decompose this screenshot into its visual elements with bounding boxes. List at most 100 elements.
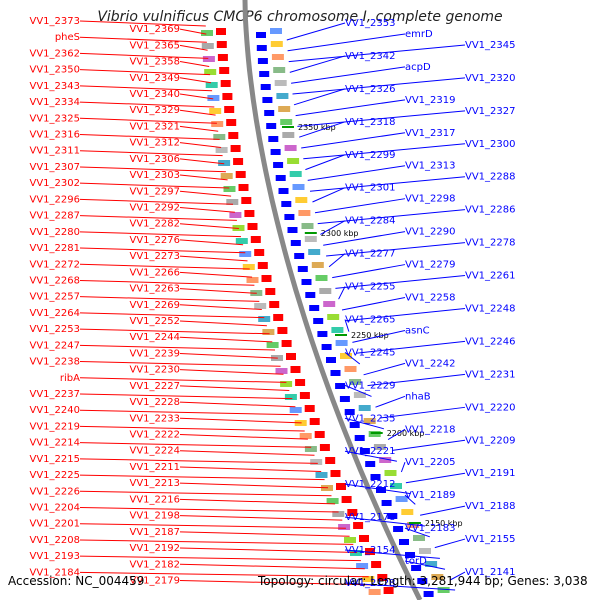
forward-gene-block — [241, 197, 252, 204]
left-connector — [179, 579, 373, 586]
left-gene-label: VV1_2303 — [130, 170, 181, 181]
left-gene-label: VV1_2280 — [30, 227, 81, 238]
forward-gene-block — [277, 327, 288, 334]
left-connector — [79, 36, 207, 43]
feature-block — [239, 251, 252, 257]
left-connector — [79, 328, 270, 335]
left-connector — [179, 352, 278, 359]
left-connector — [79, 166, 226, 173]
left-gene-label: VV1_2273 — [130, 251, 181, 262]
right-gene-label: torD — [405, 556, 427, 567]
left-connector — [179, 434, 308, 440]
reverse-gene-block — [278, 188, 289, 194]
left-connector — [179, 28, 207, 35]
left-connector — [79, 539, 354, 545]
forward-gene-block — [226, 119, 237, 126]
feature-block — [282, 132, 295, 138]
feature-block — [218, 160, 231, 166]
right-gene-label: VV1_2154 — [345, 545, 396, 556]
scale-label: 2200 kbp — [387, 429, 425, 438]
right-gene-label: VV1_2248 — [465, 303, 516, 314]
forward-gene-block — [290, 366, 301, 373]
forward-gene-block — [269, 301, 280, 308]
left-gene-label: VV1_2343 — [30, 81, 81, 92]
reverse-gene-block — [268, 136, 279, 142]
right-connector — [320, 220, 346, 235]
feature-block — [295, 197, 308, 203]
feature-block — [258, 316, 271, 322]
feature-block — [338, 524, 351, 530]
right-gene-label: VV1_2155 — [465, 534, 516, 545]
left-gene-label: VV1_2219 — [30, 421, 81, 432]
left-connector — [79, 377, 287, 383]
left-connector — [79, 474, 325, 481]
feature-block — [358, 405, 371, 411]
right-gene-label: VV1_2141 — [465, 567, 516, 578]
feature-block — [254, 303, 267, 309]
reverse-gene-block — [256, 32, 266, 38]
left-connector — [79, 69, 211, 76]
right-connector — [356, 340, 466, 354]
feature-block — [280, 119, 293, 125]
feature-block — [425, 561, 438, 567]
reverse-gene-block — [354, 435, 365, 441]
forward-gene-block — [247, 223, 258, 230]
left-connector — [79, 425, 305, 432]
feature-block — [349, 379, 362, 385]
forward-gene-block — [230, 145, 241, 152]
right-gene-label: VV1_2327 — [465, 106, 516, 117]
right-connector — [338, 286, 346, 300]
left-gene-label: VV1_2269 — [130, 300, 181, 311]
right-connector — [303, 143, 466, 160]
feature-block — [201, 43, 214, 49]
left-gene-label: VV1_2264 — [30, 308, 81, 319]
right-gene-label: VV1_2205 — [405, 457, 456, 468]
right-connector — [363, 362, 406, 376]
reverse-gene-block — [326, 357, 336, 363]
left-connector — [179, 125, 219, 132]
forward-gene-block — [217, 54, 228, 61]
reverse-gene-block — [275, 175, 286, 181]
forward-gene-block — [336, 483, 346, 490]
feature-block — [287, 158, 300, 164]
reverse-gene-block — [281, 201, 292, 207]
left-connector — [179, 531, 350, 537]
feature-block — [340, 353, 352, 359]
feature-block — [363, 418, 376, 424]
feature-block — [223, 186, 236, 192]
right-gene-label: VV1_2189 — [405, 490, 456, 501]
reverse-gene-block — [330, 370, 341, 376]
left-gene-label: VV1_2362 — [30, 48, 81, 59]
left-connector — [79, 279, 255, 286]
forward-gene-block — [244, 210, 255, 217]
left-gene-label: VV1_2240 — [30, 405, 81, 416]
reverse-gene-block — [270, 149, 281, 155]
scale-label: 2300 kbp — [321, 229, 359, 238]
reverse-gene-block — [301, 279, 312, 285]
forward-gene-block — [341, 496, 352, 503]
forward-gene-block — [325, 457, 336, 464]
forward-gene-block — [286, 353, 296, 360]
feature-block — [353, 392, 366, 398]
feature-block — [270, 28, 282, 34]
right-gene-label: VV1_2345 — [465, 40, 516, 51]
reverse-gene-block — [399, 539, 409, 545]
reverse-gene-block — [349, 422, 360, 428]
forward-gene-block — [216, 28, 226, 35]
left-connector — [179, 109, 216, 116]
reverse-gene-block — [294, 253, 305, 259]
feature-block — [311, 262, 324, 268]
forward-gene-block — [319, 444, 330, 451]
right-connector — [307, 165, 406, 181]
feature-block — [310, 459, 323, 465]
right-gene-label: VV1_2188 — [465, 501, 516, 512]
left-connector — [79, 150, 223, 157]
forward-gene-block — [309, 418, 320, 425]
reverse-gene-block — [264, 110, 275, 116]
left-connector — [79, 182, 230, 189]
left-gene-label: VV1_2316 — [30, 130, 81, 141]
right-gene-label: VV1_2183 — [405, 523, 456, 534]
left-gene-label: VV1_2257 — [30, 292, 81, 303]
left-gene-label: VV1_2253 — [30, 324, 81, 335]
